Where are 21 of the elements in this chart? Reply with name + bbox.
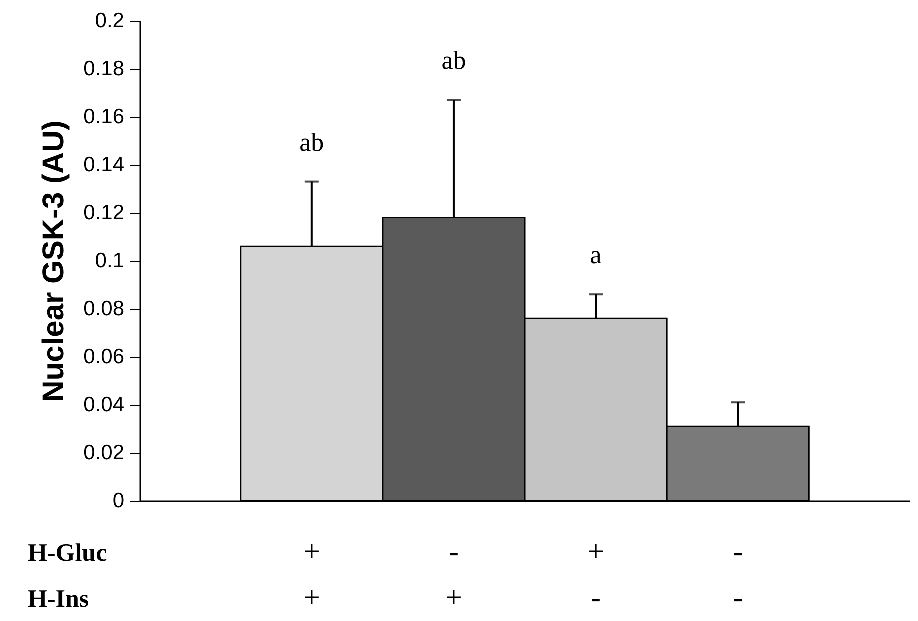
- annotation: ab: [300, 128, 324, 157]
- x-tick-label: - +: [446, 536, 462, 614]
- y-tick-label: 0.06: [84, 346, 124, 368]
- text: H-Ins: [28, 586, 90, 613]
- x-tick-label: - -: [733, 536, 744, 614]
- y-tick-label: 0.04: [84, 394, 125, 416]
- text: H-Gluc: [28, 540, 108, 567]
- annotation: ab: [442, 46, 466, 76]
- x-tick-label: + +: [303, 536, 320, 614]
- annotation: a: [590, 240, 602, 270]
- y-tick-label: 0.02: [84, 442, 124, 464]
- y-tick-label: 0.18: [84, 58, 124, 80]
- y-tick-label: 0.2: [95, 10, 124, 32]
- y-axis-title: Nuclear GSK-3 (AU): [38, 120, 71, 402]
- y-tick-label: 0.12: [84, 202, 124, 224]
- y-tick-label: 0.16: [84, 106, 124, 128]
- y-tick-label: 0.1: [95, 250, 124, 272]
- y-tick-label: 0.14: [84, 154, 125, 176]
- x-tick-label: + -: [588, 536, 604, 614]
- y-tick-label: 0.08: [84, 298, 124, 320]
- y-tick-label: 0: [112, 490, 124, 512]
